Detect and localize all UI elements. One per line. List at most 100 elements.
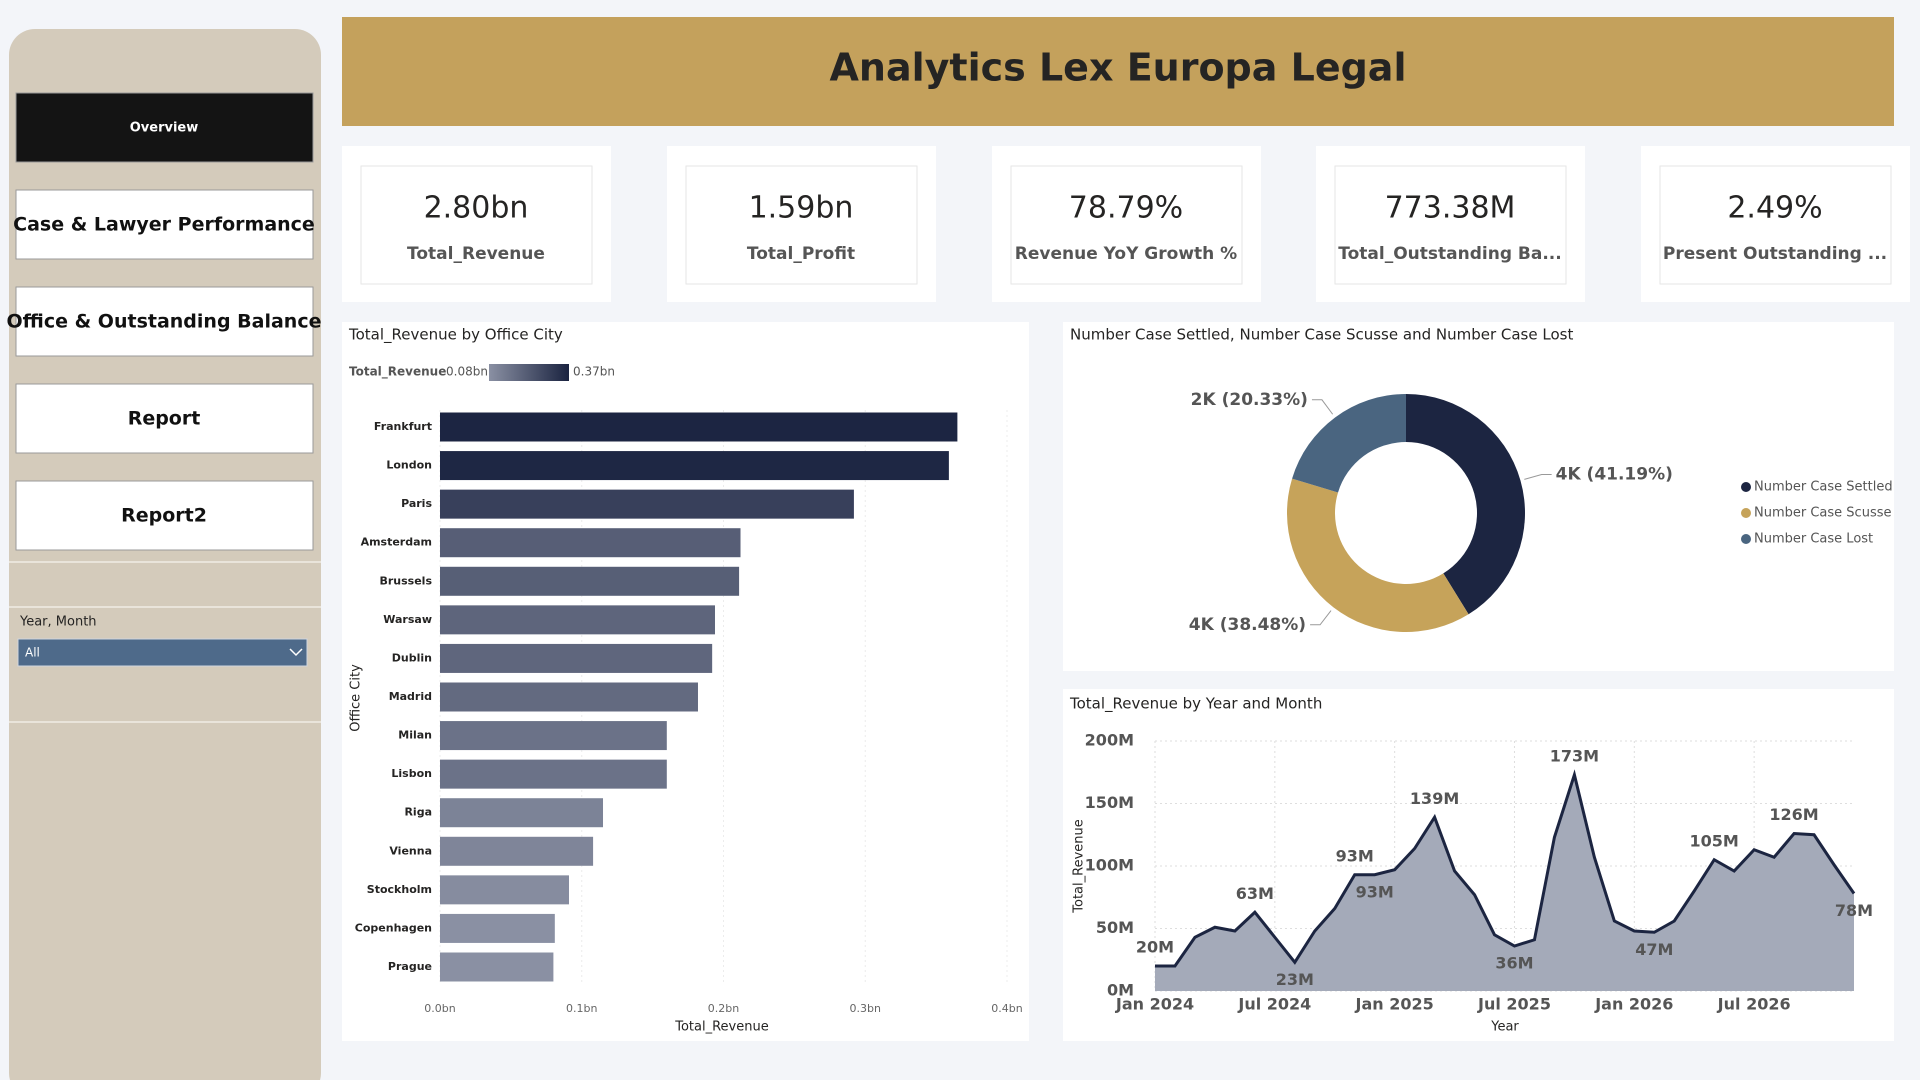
y-axis-title: Total_Revenue — [1072, 819, 1087, 913]
bar — [440, 875, 569, 905]
nav-button-bg[interactable] — [15, 286, 314, 357]
nav-button[interactable]: Report2 — [15, 480, 314, 551]
kpi-value: 78.79% — [1069, 191, 1183, 226]
y-tick-label: 50M — [1096, 918, 1134, 937]
y-tick-label: Paris — [401, 497, 432, 510]
x-tick-label: 0.3bn — [850, 1002, 881, 1015]
x-tick-label: 0.2bn — [708, 1002, 739, 1015]
chart-title: Total_Revenue by Office City — [348, 326, 563, 345]
x-tick-label: Jul 2026 — [1717, 995, 1791, 1014]
nav-button-label[interactable]: Report2 — [121, 505, 207, 527]
data-label: 36M — [1495, 954, 1533, 973]
header-bar — [342, 17, 1894, 126]
donut-slice — [1287, 478, 1469, 633]
dropdown[interactable]: All — [17, 638, 308, 667]
bar — [440, 721, 667, 751]
bar — [440, 913, 555, 943]
legend-marker — [1741, 508, 1751, 518]
nav-button[interactable]: Office & Outstanding Balance — [7, 286, 322, 357]
data-label: 105M — [1690, 831, 1739, 850]
bar — [440, 605, 715, 635]
chart-title: Number Case Settled, Number Case Scusse … — [1070, 326, 1573, 344]
y-tick-label: 200M — [1085, 731, 1134, 750]
legend-min: 0.08bn — [446, 365, 488, 379]
kpi-inner — [360, 165, 593, 285]
nav-button-label[interactable]: Overview — [130, 121, 199, 136]
x-tick-label: Jan 2025 — [1355, 995, 1434, 1014]
data-label: 2K (20.33%) — [1191, 390, 1308, 410]
donut-slice — [1406, 394, 1526, 615]
bar — [440, 798, 604, 828]
bar — [440, 566, 740, 596]
y-tick-label: Milan — [398, 729, 432, 742]
y-tick-label: 0M — [1107, 981, 1134, 1000]
kpi-label: Total_Profit — [747, 244, 855, 264]
nav-button-label[interactable]: Case & Lawyer Performance — [13, 214, 315, 236]
bar — [440, 528, 741, 558]
kpi-value: 773.38M — [1385, 191, 1516, 226]
y-tick-label: Prague — [388, 960, 432, 973]
x-axis-title: Year — [1490, 1020, 1519, 1035]
data-label: 20M — [1136, 938, 1174, 957]
legend-label: Number Case Settled — [1754, 480, 1893, 495]
nav-button[interactable]: Report — [15, 383, 314, 454]
nav-button-bg[interactable] — [15, 480, 314, 551]
bar — [440, 682, 698, 712]
bar — [440, 952, 554, 982]
y-axis-title: Office City — [349, 664, 364, 732]
x-tick-label: Jul 2024 — [1237, 995, 1311, 1014]
bar — [440, 643, 713, 673]
dropdown-arrow[interactable] — [289, 648, 303, 657]
kpi-inner — [1659, 165, 1892, 285]
sidebar — [9, 29, 321, 1080]
data-label: 173M — [1550, 746, 1599, 765]
kpi-label: Revenue YoY Growth % — [1015, 244, 1237, 264]
bar — [440, 489, 854, 519]
area — [1155, 774, 1854, 991]
data-label: 93M — [1336, 846, 1374, 865]
x-tick-label: Jan 2024 — [1115, 995, 1194, 1014]
y-tick-label: Stockholm — [367, 883, 432, 896]
y-tick-label: 150M — [1085, 793, 1134, 812]
nav-button-bg[interactable] — [15, 383, 314, 454]
bar — [440, 759, 667, 789]
legend-gradient — [489, 364, 569, 381]
kpi-label: Total_Outstanding Ba... — [1338, 244, 1561, 264]
kpi-inner — [1010, 165, 1243, 285]
nav-button[interactable]: Case & Lawyer Performance — [13, 189, 315, 260]
dropdown-box[interactable] — [17, 638, 308, 667]
data-label: 63M — [1236, 884, 1274, 903]
nav-button-bg[interactable] — [15, 189, 314, 260]
nav-button-label[interactable]: Report — [128, 408, 201, 430]
y-tick-label: Copenhagen — [355, 921, 432, 934]
x-tick-label: 0.1bn — [566, 1002, 597, 1015]
data-label: 93M — [1356, 882, 1394, 901]
y-tick-label: Brussels — [379, 574, 432, 587]
y-tick-label: Dublin — [392, 651, 432, 664]
x-axis-title: Total_Revenue — [674, 1020, 768, 1035]
x-tick-label: 0.0bn — [424, 1002, 455, 1015]
data-label: 47M — [1635, 940, 1673, 959]
data-label: 23M — [1276, 970, 1314, 989]
y-tick-label: Frankfurt — [374, 420, 432, 433]
kpi-value: 2.80bn — [424, 191, 529, 226]
kpi-label: Present Outstanding ... — [1663, 244, 1887, 264]
dropdown-value[interactable]: All — [25, 646, 40, 660]
nav-button-label[interactable]: Office & Outstanding Balance — [7, 311, 322, 333]
y-tick-label: Lisbon — [391, 767, 432, 780]
y-tick-label: London — [386, 459, 432, 472]
legend-label: Number Case Scusse — [1754, 506, 1891, 521]
kpi-inner — [1334, 165, 1567, 285]
nav-button[interactable]: Overview — [15, 92, 314, 163]
legend-title: Total_Revenue — [349, 365, 446, 380]
chart-title: Total_Revenue by Year and Month — [1069, 695, 1322, 714]
header-title: Analytics Lex Europa Legal — [830, 46, 1407, 90]
leader-line — [1310, 610, 1332, 626]
data-label: 139M — [1410, 789, 1459, 808]
nav-button-bg[interactable] — [15, 92, 314, 163]
y-tick-label: Madrid — [389, 690, 432, 703]
bar — [440, 451, 949, 481]
legend-marker — [1741, 534, 1751, 544]
